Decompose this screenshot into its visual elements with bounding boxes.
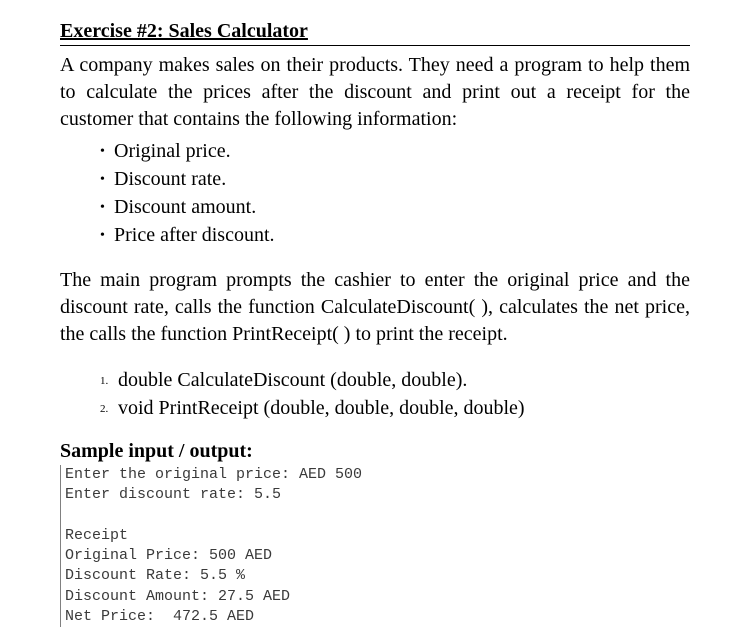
exercise-title: Exercise #2: Sales Calculator [60, 20, 690, 43]
function-list: 1. double CalculateDiscount (double, doub… [60, 366, 690, 422]
sample-io-code: Enter the original price: AED 500 Enter … [60, 465, 690, 627]
list-item: Price after discount. [100, 221, 690, 249]
intro-paragraph: A company makes sales on their products.… [60, 52, 690, 133]
list-item: Original price. [100, 137, 690, 165]
sample-io-title: Sample input / output: [60, 440, 690, 463]
list-item: 1. double CalculateDiscount (double, doub… [100, 366, 690, 394]
function-signature: double CalculateDiscount (double, double… [118, 369, 467, 391]
info-bullet-list: Original price. Discount rate. Discount … [60, 137, 690, 249]
function-signature: void PrintReceipt (double, double, doubl… [118, 397, 525, 419]
title-divider [60, 45, 690, 46]
list-item: 2. void PrintReceipt (double, double, dou… [100, 394, 690, 422]
list-item: Discount amount. [100, 193, 690, 221]
description-paragraph: The main program prompts the cashier to … [60, 267, 690, 348]
item-number: 2. [100, 402, 108, 417]
item-number: 1. [100, 374, 108, 389]
list-item: Discount rate. [100, 165, 690, 193]
